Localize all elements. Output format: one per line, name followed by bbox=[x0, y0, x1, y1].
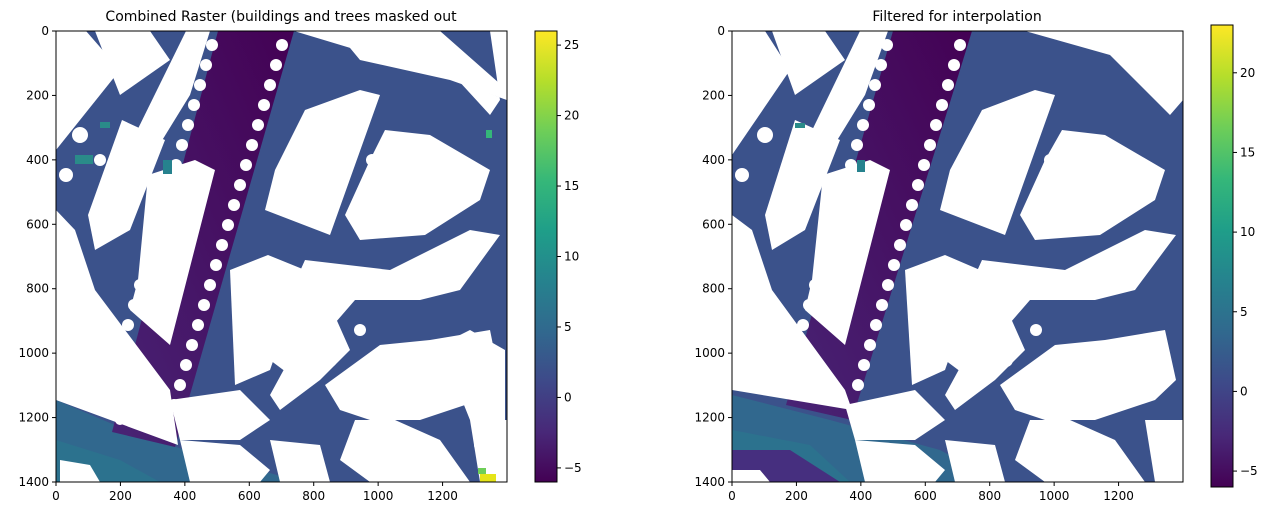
left-ytick-label: 1400 bbox=[18, 475, 49, 489]
left-main-street bbox=[112, 31, 294, 447]
left-colorbar-ticks: −5 0 5 10 15 20 25 bbox=[557, 38, 582, 475]
left-colorbar bbox=[535, 31, 557, 482]
right-colorbar-tick-label: 10 bbox=[1240, 225, 1255, 239]
right-ytick-label: 0 bbox=[717, 24, 725, 38]
right-x-ticks: 0 200 400 600 800 1000 1200 bbox=[728, 482, 1134, 503]
left-raster bbox=[56, 31, 507, 482]
left-xtick-label: 0 bbox=[52, 489, 60, 503]
right-xtick-label: 200 bbox=[785, 489, 808, 503]
right-panel: Filtered for interpolation bbox=[694, 9, 1257, 503]
right-ytick-label: 1000 bbox=[694, 346, 725, 360]
left-colorbar-tick-label: 25 bbox=[564, 38, 579, 52]
left-colorbar-tick-label: 10 bbox=[564, 250, 579, 264]
right-ytick-label: 1200 bbox=[694, 411, 725, 425]
right-colorbar-tick-label: −5 bbox=[1240, 464, 1258, 478]
right-raster bbox=[732, 31, 1183, 482]
right-xtick-label: 1200 bbox=[1103, 489, 1134, 503]
right-colorbar-tick-label: 0 bbox=[1240, 384, 1248, 398]
left-colorbar-tick-label: 0 bbox=[564, 390, 572, 404]
right-colorbar-tick-label: 5 bbox=[1240, 305, 1248, 319]
left-x-ticks: 0 200 400 600 800 1000 1200 bbox=[52, 482, 458, 503]
left-ytick-label: 1000 bbox=[18, 346, 49, 360]
right-title: Filtered for interpolation bbox=[872, 9, 1041, 25]
right-axes-frame bbox=[731, 30, 1184, 483]
right-colorbar bbox=[1211, 25, 1233, 487]
left-ytick-label: 400 bbox=[26, 153, 49, 167]
left-colorbar-tick-label: 5 bbox=[564, 320, 572, 334]
right-xtick-label: 0 bbox=[728, 489, 736, 503]
left-ytick-label: 1200 bbox=[18, 411, 49, 425]
right-tree-row-west bbox=[797, 39, 893, 331]
left-axes-frame bbox=[55, 30, 508, 483]
left-xtick-label: 800 bbox=[302, 489, 325, 503]
left-xtick-label: 200 bbox=[109, 489, 132, 503]
left-ytick-label: 600 bbox=[26, 217, 49, 231]
right-xtick-label: 1000 bbox=[1039, 489, 1070, 503]
left-colorbar-tick-label: 15 bbox=[564, 179, 579, 193]
left-colorbar-tick-label: 20 bbox=[564, 109, 579, 123]
left-xtick-label: 1200 bbox=[427, 489, 458, 503]
right-ytick-label: 800 bbox=[702, 282, 725, 296]
left-ytick-label: 0 bbox=[41, 24, 49, 38]
left-title: Combined Raster (buildings and trees mas… bbox=[105, 9, 457, 25]
right-y-ticks: 0 200 400 600 800 1000 1200 1400 bbox=[694, 24, 732, 489]
left-ytick-label: 800 bbox=[26, 282, 49, 296]
left-xtick-label: 600 bbox=[238, 489, 261, 503]
right-xtick-label: 800 bbox=[978, 489, 1001, 503]
left-xtick-label: 400 bbox=[173, 489, 196, 503]
left-colorbar-tick-label: −5 bbox=[564, 461, 582, 475]
left-y-ticks: 0 200 400 600 800 1000 1200 1400 bbox=[18, 24, 56, 489]
right-xtick-label: 600 bbox=[914, 489, 937, 503]
left-tree-row-west bbox=[106, 39, 218, 391]
right-colorbar-ticks: −5 0 5 10 15 20 bbox=[1233, 66, 1258, 478]
right-ytick-label: 400 bbox=[702, 153, 725, 167]
left-xtick-label: 1000 bbox=[363, 489, 394, 503]
left-tree-row-east bbox=[162, 39, 288, 431]
left-ytick-label: 200 bbox=[26, 88, 49, 102]
right-xtick-label: 400 bbox=[849, 489, 872, 503]
right-colorbar-tick-label: 20 bbox=[1240, 66, 1255, 80]
right-tree-row-east bbox=[852, 39, 966, 391]
right-ytick-label: 600 bbox=[702, 217, 725, 231]
right-ytick-label: 200 bbox=[702, 88, 725, 102]
right-ytick-label: 1400 bbox=[694, 475, 725, 489]
left-panel: Combined Raster (buildings and trees mas… bbox=[18, 9, 581, 503]
right-colorbar-tick-label: 15 bbox=[1240, 145, 1255, 159]
